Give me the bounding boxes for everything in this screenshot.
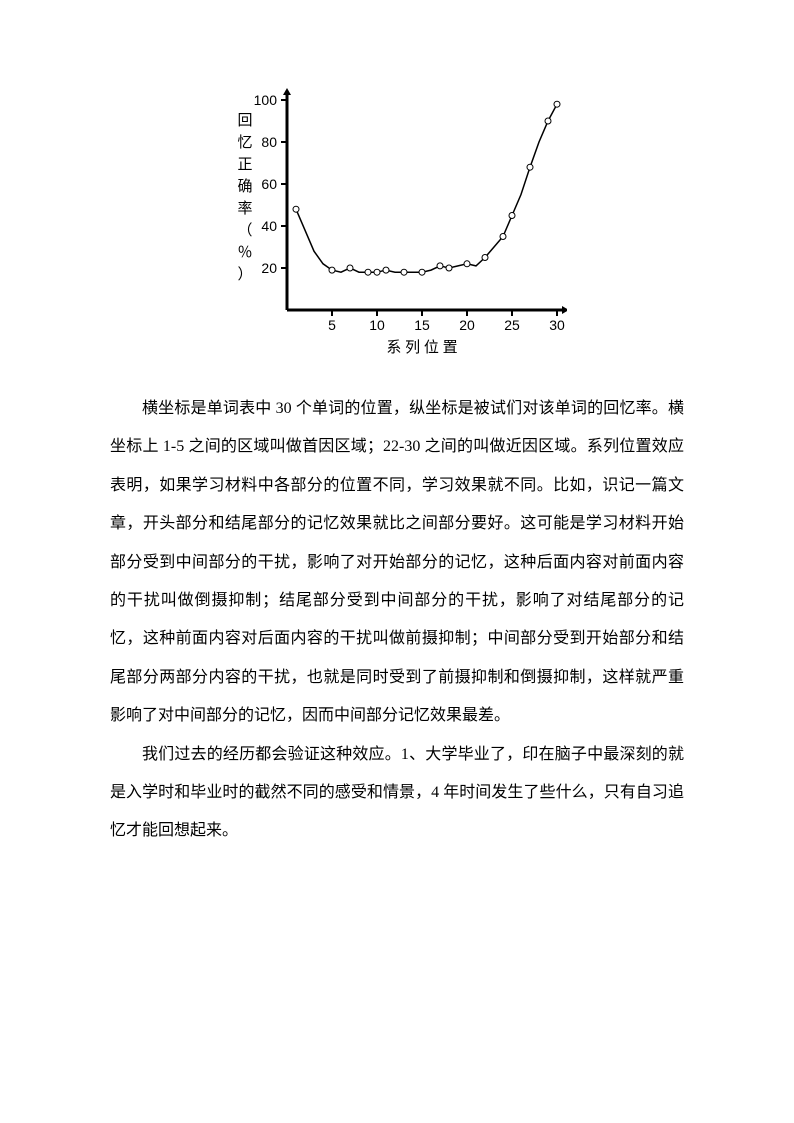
svg-text:正: 正 [237,157,252,173]
svg-text:（: （ [237,222,252,239]
svg-text:60: 60 [261,176,277,192]
svg-text:％: ％ [237,245,252,261]
svg-text:率: 率 [237,200,252,217]
paragraph-2: 我们过去的经历都会验证这种效应。1、大学毕业了，印在脑子中最深刻的就是入学时和毕… [110,736,684,851]
svg-text:系 列 位 置: 系 列 位 置 [386,339,457,356]
svg-text:30: 30 [549,317,565,333]
paragraph-1: 横坐标是单词表中 30 个单词的位置，纵坐标是被试们对该单词的回忆率。横坐标上 … [110,390,684,736]
svg-text:20: 20 [261,260,277,276]
svg-text:忆: 忆 [237,134,252,151]
serial-position-chart: 20 40 60 80 100 5 10 15 20 25 30 回忆正确率 （ ％ ） 系 列 位 置 [227,80,567,360]
svg-text:10: 10 [369,317,385,333]
svg-text:100: 100 [254,92,278,108]
svg-text:回: 回 [237,112,252,129]
svg-text:确: 确 [237,178,252,195]
svg-text:5: 5 [328,317,336,333]
body-text: 横坐标是单词表中 30 个单词的位置，纵坐标是被试们对该单词的回忆率。横坐标上 … [110,390,684,851]
svg-text:40: 40 [261,218,277,234]
svg-text:20: 20 [459,317,475,333]
svg-text:15: 15 [414,317,430,333]
svg-text:）: ） [237,266,252,283]
chart-svg: 20 40 60 80 100 5 10 15 20 25 30 回忆正确率 （ ％ ） 系 列 位 置 [227,80,567,360]
svg-text:80: 80 [261,134,277,150]
svg-text:25: 25 [504,317,520,333]
